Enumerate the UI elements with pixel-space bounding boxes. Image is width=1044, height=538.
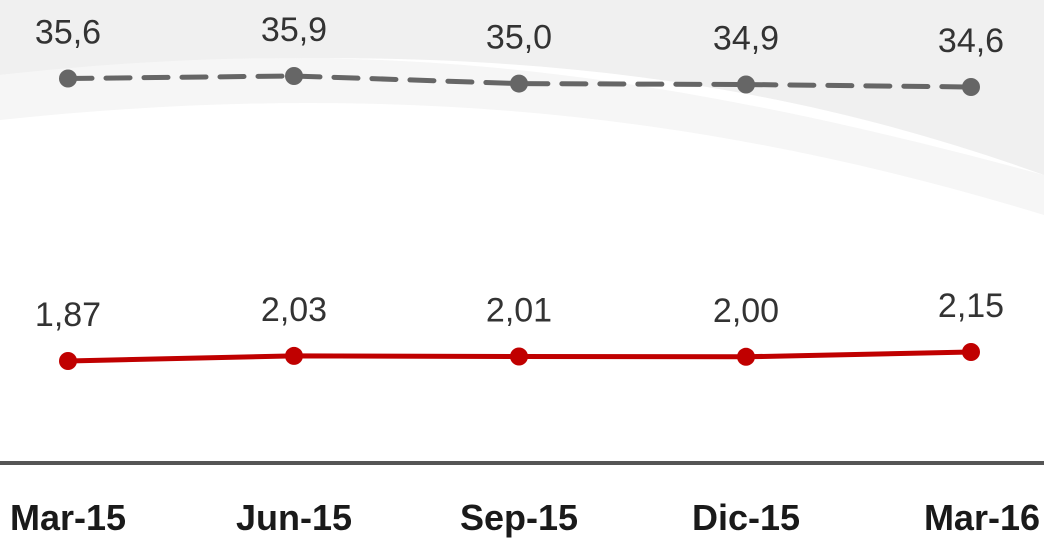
series-1-data-label: 35,9 [261, 11, 327, 49]
series-2-point [962, 343, 980, 361]
series-1-line [65, 73, 974, 90]
series-1-data-label: 35,0 [486, 19, 552, 57]
series-2-point [510, 347, 528, 366]
x-tick-label: Dic-15 [692, 497, 800, 538]
series-1-point [510, 74, 528, 93]
x-tick-label: Mar-15 [10, 497, 126, 538]
series-2-point [737, 347, 755, 366]
x-axis-ticks: Mar-15 Jun-15 Sep-15 Dic-15 Mar-16 [10, 497, 1040, 538]
x-tick-label: Jun-15 [236, 497, 352, 538]
series-2-data-label: 2,01 [486, 292, 552, 330]
series-2-point [59, 352, 77, 370]
series-2-data-label: 2,15 [938, 287, 1004, 325]
series-1: 35,6 35,9 35,0 34,9 34,6 [35, 11, 1004, 96]
series-1-point [962, 78, 980, 96]
series-1-point [59, 69, 77, 88]
series-2-data-label: 1,87 [35, 296, 101, 334]
series-layer: 35,6 35,9 35,0 34,9 34,6 1,87 2,03 2,01 2,00 2,15 [35, 11, 1004, 370]
series-1-data-label: 34,6 [938, 22, 1004, 60]
background-swoosh [0, 0, 1044, 215]
series-1-data-label: 35,6 [35, 14, 101, 52]
series-2: 1,87 2,03 2,01 2,00 2,15 [35, 287, 1004, 370]
series-1-point [737, 75, 755, 94]
x-tick-label: Mar-16 [924, 497, 1040, 538]
x-tick-label: Sep-15 [460, 497, 578, 538]
series-1-data-label: 34,9 [713, 20, 779, 58]
series-2-point [285, 346, 303, 365]
series-2-data-label: 2,03 [261, 291, 327, 329]
series-2-data-label: 2,00 [713, 292, 779, 330]
series-1-point [285, 67, 303, 85]
